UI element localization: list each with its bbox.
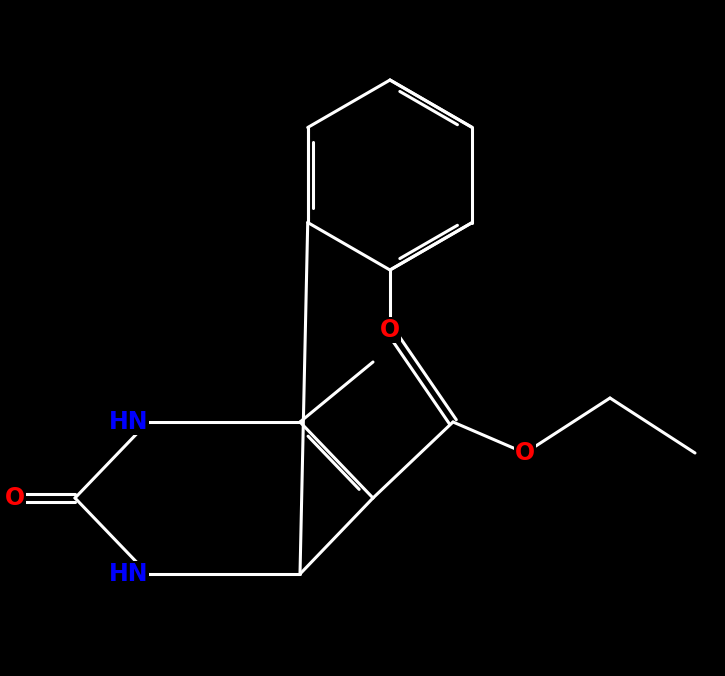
Text: HN: HN <box>109 562 148 586</box>
Text: O: O <box>5 486 25 510</box>
Text: HN: HN <box>109 410 148 434</box>
Text: O: O <box>515 441 535 465</box>
Text: O: O <box>380 318 400 342</box>
